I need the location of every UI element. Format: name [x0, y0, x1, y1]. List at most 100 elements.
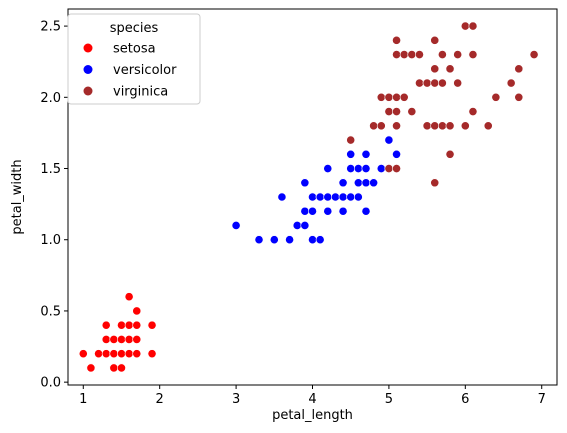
legend-label-setosa: setosa [113, 42, 156, 57]
data-point-virginica [392, 121, 401, 131]
data-point-virginica [514, 92, 524, 102]
y-axis: 0.0 0.5 1.0 1.5 2.0 2.5 [40, 20, 68, 391]
data-point-versicolor [323, 206, 333, 216]
data-point-versicolor [292, 221, 302, 230]
data-point-versicolor [369, 178, 379, 188]
data-point-virginica [445, 149, 455, 159]
data-point-versicolor [315, 192, 325, 202]
data-point-setosa [132, 320, 142, 330]
data-point-versicolor [308, 206, 317, 216]
data-point-virginica [437, 121, 447, 131]
data-point-setosa [147, 320, 157, 330]
data-point-setosa [117, 363, 126, 373]
legend-label-virginica: virginica [113, 85, 168, 100]
data-point-versicolor [361, 164, 371, 173]
legend-title: species [110, 21, 159, 36]
data-point-versicolor [376, 164, 386, 173]
data-point-virginica [468, 107, 478, 116]
data-point-versicolor [384, 135, 394, 145]
data-points [78, 21, 539, 373]
data-point-virginica [407, 107, 417, 116]
y-axis-label: petal_width [10, 159, 25, 234]
data-point-virginica [430, 178, 440, 188]
data-point-virginica [415, 78, 424, 88]
data-point-versicolor [277, 192, 287, 202]
x-axis-label: petal_length [272, 408, 353, 423]
data-point-versicolor [323, 164, 333, 173]
data-point-virginica [399, 50, 409, 59]
x-tick-label: 1 [79, 392, 87, 407]
data-point-versicolor [269, 235, 279, 245]
legend-marker-virginica [83, 86, 93, 96]
data-point-setosa [124, 349, 134, 359]
plot-frame [67, 8, 558, 386]
data-point-setosa [124, 335, 134, 344]
data-point-virginica [422, 121, 432, 131]
data-point-setosa [101, 320, 111, 330]
y-tick-label: 2.0 [40, 91, 61, 106]
data-point-virginica [430, 64, 440, 74]
data-point-virginica [437, 50, 447, 59]
data-point-virginica [392, 35, 401, 45]
data-point-versicolor [353, 178, 363, 188]
data-point-virginica [453, 78, 463, 88]
data-point-setosa [132, 335, 142, 344]
data-point-virginica [407, 50, 417, 59]
data-point-setosa [78, 349, 88, 359]
data-point-versicolor [338, 178, 348, 188]
data-point-virginica [468, 21, 478, 31]
data-point-virginica [468, 50, 478, 59]
data-point-versicolor [361, 149, 371, 159]
data-point-versicolor [331, 192, 340, 202]
x-tick-label: 6 [461, 392, 469, 407]
data-point-versicolor [285, 235, 294, 245]
data-point-virginica [346, 135, 356, 145]
data-point-versicolor [300, 206, 310, 216]
x-axis: 1 2 3 4 5 6 7 [79, 385, 546, 407]
data-point-virginica [384, 164, 394, 173]
legend-marker-setosa [83, 43, 93, 53]
data-point-virginica [399, 92, 409, 102]
data-point-setosa [117, 320, 126, 330]
data-point-virginica [376, 121, 386, 131]
data-point-virginica [460, 21, 470, 31]
data-point-versicolor [300, 221, 310, 230]
data-point-versicolor [353, 164, 363, 173]
data-point-virginica [491, 92, 501, 102]
data-point-setosa [109, 363, 119, 373]
data-point-setosa [101, 349, 111, 359]
data-point-versicolor [300, 178, 310, 188]
data-point-setosa [124, 292, 134, 302]
data-point-setosa [132, 349, 142, 359]
data-point-virginica [376, 92, 386, 102]
data-point-virginica [422, 78, 432, 88]
data-point-versicolor [361, 206, 371, 216]
legend-box [67, 13, 201, 105]
data-point-versicolor [338, 206, 348, 216]
data-point-virginica [430, 35, 440, 45]
data-point-versicolor [308, 192, 317, 202]
data-point-virginica [483, 121, 493, 131]
data-point-versicolor [308, 235, 317, 245]
y-tick-label: 1.5 [40, 162, 61, 177]
data-point-virginica [415, 50, 424, 59]
data-point-versicolor [346, 149, 356, 159]
legend-marker-versicolor [83, 65, 93, 74]
data-point-virginica [437, 78, 447, 88]
data-point-virginica [445, 121, 455, 131]
y-tick-label: 1.0 [40, 233, 61, 248]
y-tick-label: 2.5 [40, 20, 61, 35]
x-tick-label: 3 [232, 392, 240, 407]
data-point-versicolor [392, 149, 401, 159]
data-point-virginica [392, 50, 401, 59]
data-point-virginica [445, 64, 455, 74]
data-point-versicolor [361, 178, 371, 188]
data-point-versicolor [231, 221, 241, 230]
data-point-versicolor [353, 192, 363, 202]
data-point-virginica [392, 164, 401, 173]
data-point-virginica [453, 50, 463, 59]
data-point-virginica [460, 121, 470, 131]
data-point-setosa [109, 349, 119, 359]
data-point-setosa [132, 306, 142, 316]
data-point-setosa [109, 335, 119, 344]
